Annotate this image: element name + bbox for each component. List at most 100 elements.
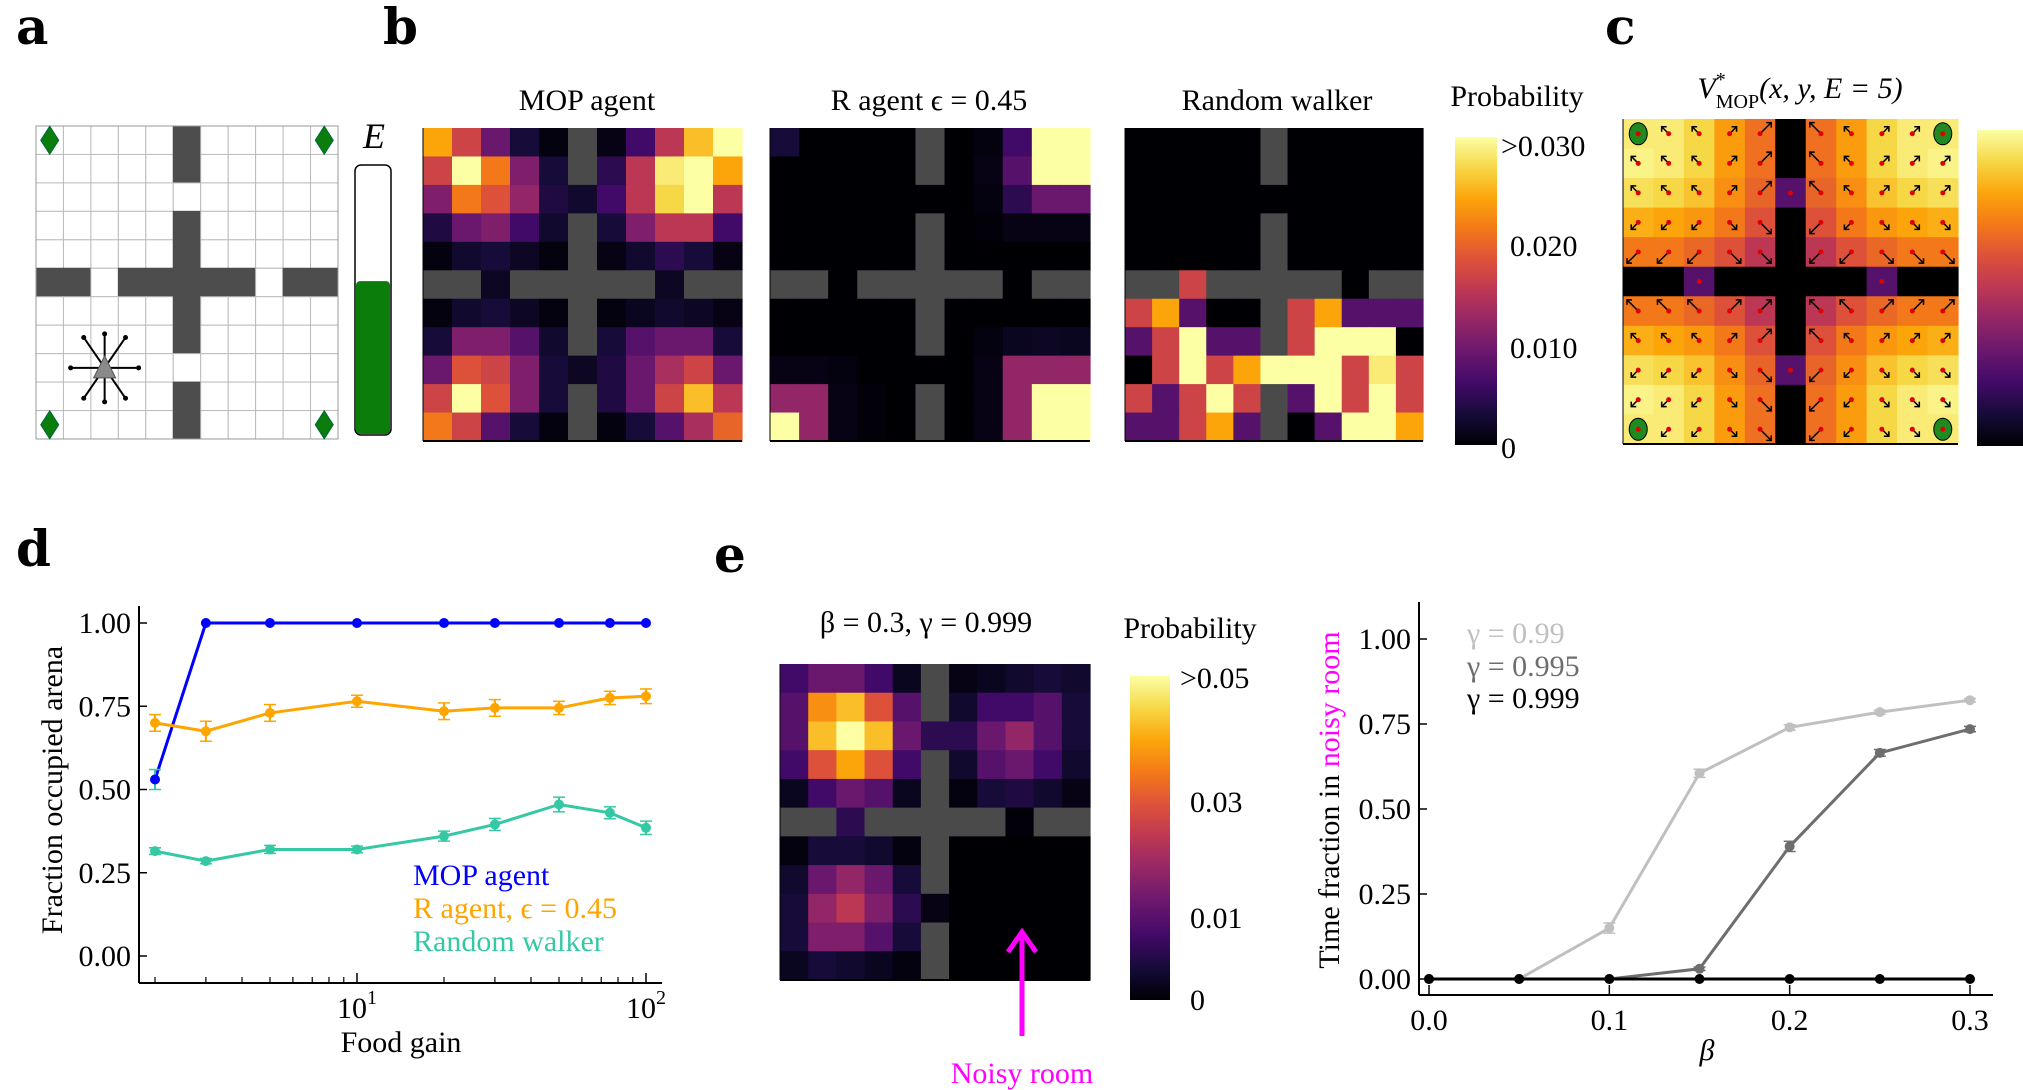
heatmap-cell xyxy=(864,922,894,952)
heatmap-cell xyxy=(1341,213,1370,243)
state-dot xyxy=(1757,338,1763,344)
arrowhead-icon xyxy=(1839,258,1846,264)
wall-cell xyxy=(915,327,946,357)
heatmap-cell xyxy=(857,213,887,243)
grid-cell xyxy=(90,153,119,184)
heatmap-cell xyxy=(808,692,837,723)
heatmap-cell xyxy=(836,721,866,751)
state-dot xyxy=(1818,397,1824,403)
heatmap-cell xyxy=(1152,384,1180,414)
heatmap-cell xyxy=(481,128,511,158)
arrowhead-icon xyxy=(1687,299,1693,305)
grid-cell xyxy=(117,239,147,269)
x-tick-label: 0.1 xyxy=(1591,1004,1629,1037)
heatmap-cell xyxy=(770,355,800,385)
wall-cell xyxy=(886,270,917,300)
heatmap-cell xyxy=(1033,664,1063,694)
colorbar-e-title: Probability xyxy=(1123,612,1256,645)
heatmap-cell xyxy=(1002,213,1033,243)
data-point xyxy=(1784,722,1795,733)
legend-r-agent: R agent, ϵ = 0.45 xyxy=(413,892,617,925)
heatmap-cell xyxy=(1060,184,1091,214)
grid-cell xyxy=(227,381,257,412)
heatmap-cell xyxy=(892,922,922,952)
grid-cell xyxy=(310,153,339,184)
heatmap-cell xyxy=(864,865,894,895)
arrowhead-icon xyxy=(1944,155,1951,162)
state-dot xyxy=(1757,219,1763,225)
heatmap-cell xyxy=(1061,750,1091,780)
heatmap-cell xyxy=(1061,893,1091,924)
state-dot xyxy=(1635,426,1641,432)
heatmap-cell xyxy=(1152,213,1180,243)
heatmap-cell xyxy=(1061,692,1091,723)
policy-arrow-icon xyxy=(1759,369,1772,382)
heatmap-cell xyxy=(1368,128,1397,158)
value-map-title: V* MOP(x, y, E = 5) xyxy=(1697,69,1902,113)
wall-cell xyxy=(1775,384,1807,416)
heatmap-cell xyxy=(770,241,800,271)
wall-cell xyxy=(1260,384,1289,414)
heatmap-cell xyxy=(626,128,656,158)
arrowhead-icon xyxy=(1691,224,1698,231)
heatmap-cell xyxy=(1179,241,1207,271)
arrowhead-icon xyxy=(1735,258,1742,264)
x-tick-label: 101 xyxy=(337,987,377,1025)
y-tick-label: 1.00 xyxy=(79,607,132,640)
heatmap-cell xyxy=(799,241,829,271)
d-ylabel: Fraction occupied arena xyxy=(36,646,69,934)
heatmap-cell xyxy=(799,355,829,385)
colorbar-b-tick: 0.010 xyxy=(1510,332,1578,365)
heatmap-cell xyxy=(864,721,894,751)
heatmap-cell xyxy=(864,664,894,694)
x-tick-label: 0.3 xyxy=(1951,1004,1989,1037)
heatmap-cell xyxy=(1061,865,1091,895)
heatmap-cell xyxy=(510,298,540,328)
heatmap-cell xyxy=(1233,241,1262,271)
heatmap-cell xyxy=(920,893,950,924)
heatmap-cell xyxy=(828,128,858,158)
state-dot xyxy=(1848,249,1854,255)
arrowhead-icon xyxy=(1731,332,1738,339)
heatmap-cell xyxy=(597,384,627,414)
heatmap-cell xyxy=(1368,156,1397,186)
state-dot xyxy=(1666,249,1672,255)
heatmap-cell xyxy=(973,327,1004,357)
data-point xyxy=(489,618,500,628)
grid-cell xyxy=(117,125,147,155)
state-dot xyxy=(1940,338,1946,344)
wall-cell xyxy=(568,128,598,158)
heatmap-cell xyxy=(1314,384,1343,414)
wall-cell xyxy=(172,324,202,355)
heatmap-cell xyxy=(1233,384,1262,414)
data-point xyxy=(1784,841,1795,852)
heatmap-cell xyxy=(920,721,950,751)
legend-gamma-0995: γ = 0.995 xyxy=(1466,650,1580,683)
wall-cell xyxy=(1775,119,1807,150)
heatmap-cell xyxy=(828,241,858,271)
wall-cell xyxy=(684,270,714,300)
arena-border xyxy=(35,125,339,440)
heatmap-cell xyxy=(597,298,627,328)
wall-cell xyxy=(1775,266,1807,297)
arrowhead-icon xyxy=(1843,126,1850,132)
policy-arrow-icon xyxy=(1809,399,1822,412)
heatmap-cell xyxy=(949,836,978,866)
panel-label-c: c xyxy=(1605,0,1635,56)
data-point xyxy=(554,799,565,810)
heatmap-cell xyxy=(1061,721,1091,751)
arrowhead-icon xyxy=(1731,185,1738,191)
data-point xyxy=(641,618,651,628)
x-tick-label: 102 xyxy=(626,987,666,1025)
heatmap-cell xyxy=(626,213,656,243)
arrowhead-icon xyxy=(1809,405,1815,412)
grid-cell xyxy=(282,182,312,212)
heatmap-cell xyxy=(1395,128,1424,158)
heatmap-cell xyxy=(973,412,1004,442)
wall-cell xyxy=(1260,298,1289,328)
wall-cell xyxy=(920,692,950,723)
state-dot xyxy=(1788,190,1793,196)
data-point xyxy=(1694,963,1705,974)
heatmap-cell xyxy=(886,412,917,442)
arrowhead-icon xyxy=(1766,151,1772,158)
